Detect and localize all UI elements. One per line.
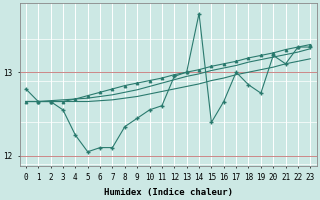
X-axis label: Humidex (Indice chaleur): Humidex (Indice chaleur) <box>104 188 233 197</box>
